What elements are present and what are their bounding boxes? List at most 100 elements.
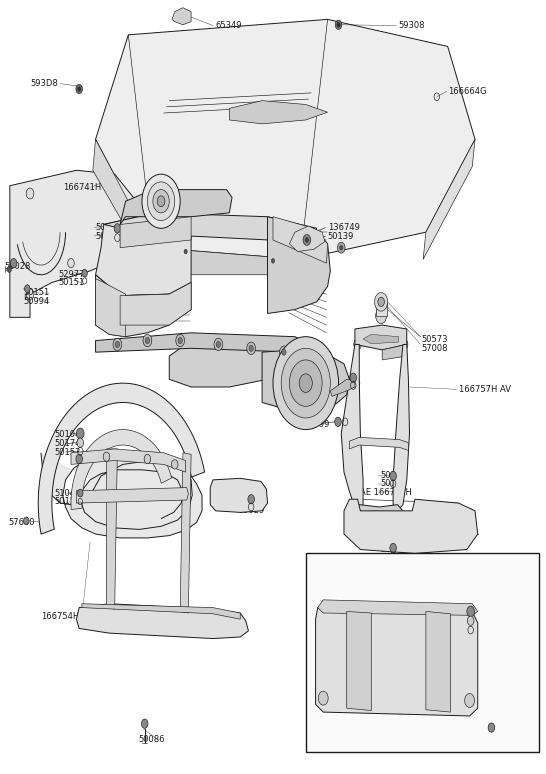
Circle shape xyxy=(157,196,165,207)
Text: 593D8: 593D8 xyxy=(30,79,58,88)
Circle shape xyxy=(7,266,11,272)
Text: 50899: 50899 xyxy=(303,420,329,429)
Circle shape xyxy=(411,520,419,533)
Circle shape xyxy=(91,613,100,625)
Circle shape xyxy=(23,517,29,525)
Polygon shape xyxy=(96,333,330,364)
Text: 166741H: 166741H xyxy=(63,183,101,192)
Polygon shape xyxy=(363,334,399,344)
Circle shape xyxy=(145,337,150,344)
Text: AE 166755H: AE 166755H xyxy=(360,488,412,497)
Text: 52977: 52977 xyxy=(58,270,85,279)
Circle shape xyxy=(25,285,30,293)
Circle shape xyxy=(143,334,152,347)
Polygon shape xyxy=(120,283,191,325)
Text: 50173: 50173 xyxy=(381,471,407,480)
Circle shape xyxy=(335,417,341,426)
Circle shape xyxy=(178,337,182,344)
Polygon shape xyxy=(10,170,136,317)
Polygon shape xyxy=(316,608,478,716)
Circle shape xyxy=(76,454,82,464)
Text: 166754H: 166754H xyxy=(41,611,79,621)
Polygon shape xyxy=(382,344,407,360)
Polygon shape xyxy=(172,8,191,25)
Circle shape xyxy=(401,379,407,387)
Circle shape xyxy=(76,84,82,94)
Text: 50153: 50153 xyxy=(55,447,81,457)
Text: 50139: 50139 xyxy=(96,231,122,241)
Text: 50089: 50089 xyxy=(478,735,505,745)
Circle shape xyxy=(299,374,312,392)
Circle shape xyxy=(467,606,474,617)
Polygon shape xyxy=(96,19,475,259)
Circle shape xyxy=(249,345,253,351)
Polygon shape xyxy=(229,101,328,124)
Circle shape xyxy=(337,22,340,27)
Polygon shape xyxy=(330,379,355,396)
Text: 50152: 50152 xyxy=(55,497,81,506)
Polygon shape xyxy=(96,275,191,337)
Text: 57640: 57640 xyxy=(8,518,35,527)
Text: 50199: 50199 xyxy=(238,498,264,507)
Text: 50102: 50102 xyxy=(381,479,407,488)
Circle shape xyxy=(378,297,384,307)
Polygon shape xyxy=(96,279,126,337)
Circle shape xyxy=(354,339,361,350)
Circle shape xyxy=(144,454,151,464)
Circle shape xyxy=(103,452,110,461)
Circle shape xyxy=(78,489,83,497)
Circle shape xyxy=(76,428,84,439)
Polygon shape xyxy=(153,248,300,275)
Circle shape xyxy=(248,495,254,504)
Polygon shape xyxy=(423,139,475,259)
Polygon shape xyxy=(71,430,171,509)
Circle shape xyxy=(305,238,308,242)
Text: 50015: 50015 xyxy=(381,545,407,554)
Text: 50994: 50994 xyxy=(23,296,49,306)
Text: 50152: 50152 xyxy=(321,375,347,384)
Polygon shape xyxy=(426,611,450,712)
Circle shape xyxy=(354,379,360,387)
Polygon shape xyxy=(41,453,202,538)
Circle shape xyxy=(390,543,396,553)
Text: 57008: 57008 xyxy=(422,344,448,353)
Polygon shape xyxy=(349,437,408,450)
Text: 6649BN: 6649BN xyxy=(323,722,357,731)
Polygon shape xyxy=(376,303,387,316)
Text: 186127: 186127 xyxy=(213,481,245,490)
Text: 51453: 51453 xyxy=(321,383,347,392)
Text: 50086: 50086 xyxy=(138,735,165,745)
Text: 65349: 65349 xyxy=(216,21,242,30)
Circle shape xyxy=(115,341,120,348)
Circle shape xyxy=(184,249,187,254)
Text: 50102: 50102 xyxy=(381,562,407,571)
Polygon shape xyxy=(38,383,205,534)
Text: 50573: 50573 xyxy=(422,335,448,344)
Circle shape xyxy=(153,190,169,213)
Text: 50173: 50173 xyxy=(381,553,407,563)
Polygon shape xyxy=(268,217,330,313)
Text: 166664G: 166664G xyxy=(448,87,486,96)
Circle shape xyxy=(467,616,474,625)
Circle shape xyxy=(280,346,288,358)
Text: 59308: 59308 xyxy=(399,21,425,30)
Text: 50151: 50151 xyxy=(23,288,49,297)
Text: 136749: 136749 xyxy=(328,223,359,232)
Polygon shape xyxy=(180,453,191,613)
Circle shape xyxy=(225,619,234,632)
Circle shape xyxy=(114,224,121,233)
Polygon shape xyxy=(354,505,403,517)
Text: 50028: 50028 xyxy=(4,262,31,271)
Polygon shape xyxy=(318,600,478,615)
Text: 59029: 59029 xyxy=(238,506,264,515)
Polygon shape xyxy=(344,499,478,553)
Text: 50151: 50151 xyxy=(58,278,84,287)
Polygon shape xyxy=(355,325,407,350)
Circle shape xyxy=(488,723,495,732)
Polygon shape xyxy=(93,139,153,275)
Circle shape xyxy=(289,360,322,406)
Polygon shape xyxy=(347,611,371,711)
Polygon shape xyxy=(262,350,349,410)
Circle shape xyxy=(271,259,275,263)
Polygon shape xyxy=(76,604,248,639)
